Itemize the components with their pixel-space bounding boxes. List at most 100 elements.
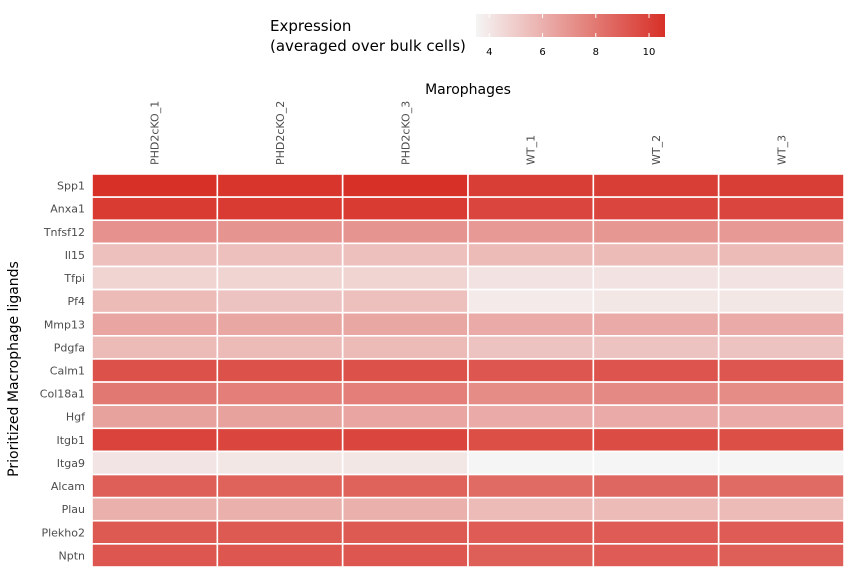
heatmap-cell — [216, 450, 344, 476]
heatmap-cell — [717, 450, 845, 476]
heatmap-cell — [467, 427, 595, 453]
heatmap-cell — [341, 519, 469, 545]
heatmap-cell — [467, 473, 595, 499]
heatmap-cell — [216, 381, 344, 406]
heatmap-cell — [717, 404, 845, 430]
heatmap-cell — [91, 358, 219, 383]
row-label: Itgb1 — [56, 434, 85, 447]
heatmap-cell — [341, 335, 469, 360]
heatmap-cell — [216, 404, 344, 430]
heatmap-cell — [717, 173, 845, 198]
heatmap-cell — [717, 335, 845, 360]
heatmap-cell — [216, 288, 344, 314]
heatmap-cell — [341, 404, 469, 430]
heatmap-cell — [467, 265, 595, 291]
heatmap-cell — [467, 358, 595, 383]
heatmap-cell — [216, 265, 344, 291]
heatmap-cell — [467, 450, 595, 476]
heatmap-cell — [341, 473, 469, 499]
heatmap-cell — [341, 543, 469, 568]
heatmap-cell — [467, 242, 595, 268]
row-label: Itga9 — [57, 457, 85, 470]
heatmap-cell — [91, 173, 219, 198]
row-label: Calm1 — [50, 365, 85, 378]
row-label: Mmp13 — [44, 318, 85, 331]
heatmap-cell — [592, 496, 720, 522]
column-labels: PHD2cKO_1 PHD2cKO_2 PHD2cKO_3 WT_1 WT_2 WT_3 — [149, 101, 789, 165]
heatmap-cell — [216, 173, 344, 198]
legend-tick-label: 8 — [593, 47, 599, 58]
heatmap-cell — [341, 288, 469, 314]
heatmap-cell — [592, 311, 720, 337]
row-label: Anxa1 — [50, 203, 85, 216]
heatmap-cell — [717, 543, 845, 568]
heatmap-cell — [592, 473, 720, 499]
heatmap-cell — [341, 173, 469, 198]
heatmap-cell — [91, 265, 219, 291]
column-label: WT_1 — [525, 135, 538, 165]
legend-tick-label: 6 — [539, 47, 545, 58]
heatmap-cell — [467, 404, 595, 430]
heatmap-cell — [592, 288, 720, 314]
row-label: Nptn — [59, 549, 86, 562]
heatmap-cell — [341, 450, 469, 476]
row-label: Pf4 — [67, 295, 85, 308]
heatmap-cell — [717, 427, 845, 453]
row-label: Pdgfa — [54, 341, 85, 354]
heatmap-cell — [216, 219, 344, 245]
row-label: Il15 — [65, 249, 85, 262]
row-label: Spp1 — [57, 180, 85, 193]
column-label: WT_2 — [650, 135, 663, 165]
heatmap-cell — [341, 242, 469, 268]
heatmap-cell — [91, 473, 219, 499]
heatmap-cell — [91, 311, 219, 337]
heatmap-cell — [717, 288, 845, 314]
heatmap-cell — [717, 519, 845, 545]
heatmap-cell — [592, 173, 720, 198]
heatmap-cell — [341, 196, 469, 222]
heatmap-cell — [717, 311, 845, 337]
heatmap-cell — [717, 496, 845, 522]
heatmap-cell — [592, 404, 720, 430]
row-label: Tfpi — [63, 272, 85, 285]
row-label: Alcam — [51, 480, 85, 493]
heatmap-cell — [592, 335, 720, 360]
legend-tick-label: 4 — [486, 47, 492, 58]
legend-title-line-1: Expression — [270, 17, 351, 35]
legend: Expression (averaged over bulk cells) 4 6… — [270, 14, 665, 58]
heatmap-cell — [467, 219, 595, 245]
heatmap-cell — [216, 496, 344, 522]
column-label: PHD2cKO_1 — [149, 101, 162, 165]
heatmap-cell — [216, 519, 344, 545]
heatmap-cell — [341, 427, 469, 453]
heatmap-cell — [216, 311, 344, 337]
heatmap-cell — [341, 358, 469, 383]
heatmap-cell — [467, 288, 595, 314]
heatmap-cell — [341, 265, 469, 291]
heatmap-cell — [467, 543, 595, 568]
heatmap-cell — [592, 196, 720, 222]
heatmap-cell — [341, 381, 469, 406]
heatmap-cell — [341, 311, 469, 337]
heatmap-cell — [717, 473, 845, 499]
heatmap-cell — [91, 427, 219, 453]
legend-tick-label: 10 — [643, 47, 656, 58]
heatmap-cell — [91, 496, 219, 522]
heatmap-cell — [467, 196, 595, 222]
heatmap-cell — [467, 381, 595, 406]
legend-colorbar — [476, 14, 665, 37]
x-axis-title: Marophages — [425, 82, 511, 98]
legend-title-line-2: (averaged over bulk cells) — [270, 37, 466, 55]
heatmap-cell — [91, 219, 219, 245]
row-labels: Spp1 Anxa1 Tnfsf12 Il15 Tfpi Pf4 Mmp13 Pdgfa Cal… — [40, 180, 86, 563]
heatmap-cell — [467, 496, 595, 522]
heatmap-cell — [91, 242, 219, 268]
heatmap-cell — [717, 265, 845, 291]
heatmap-cells — [91, 173, 845, 568]
heatmap-cell — [216, 473, 344, 499]
heatmap-cell — [717, 242, 845, 268]
heatmap-cell — [91, 543, 219, 568]
heatmap-cell — [216, 427, 344, 453]
row-label: Plau — [62, 503, 85, 516]
